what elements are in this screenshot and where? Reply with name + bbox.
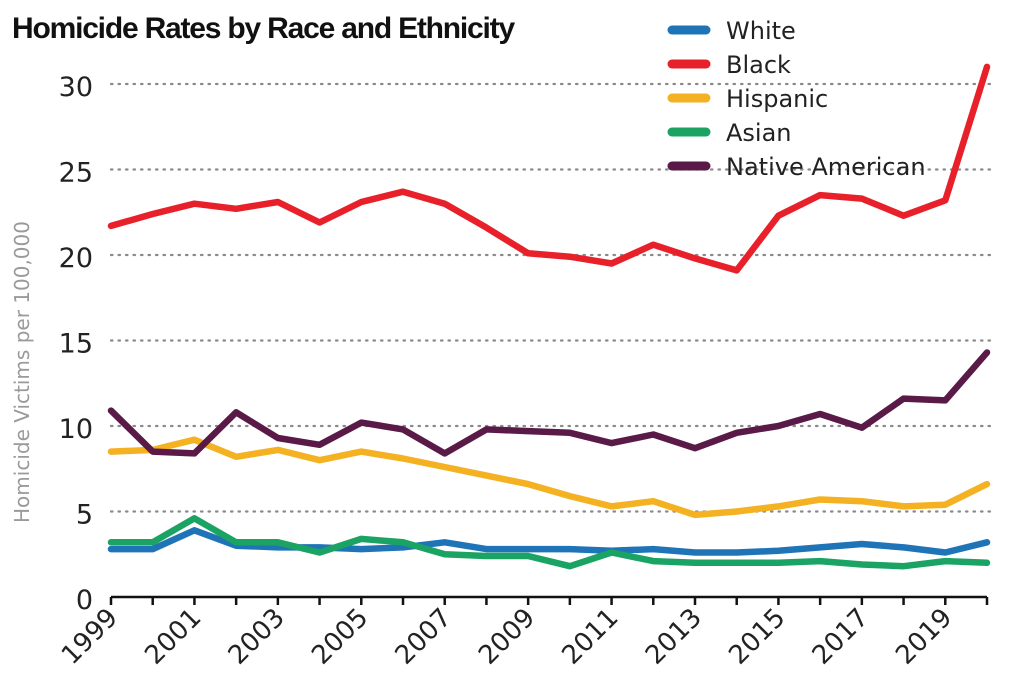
y-tick-label: 20 [59,243,93,274]
legend-label: Asian [726,119,792,147]
series-line-asian [107,515,991,570]
y-tick-label: 30 [59,72,93,103]
y-tick-label: 25 [59,158,93,189]
series-line-white [107,527,991,556]
legend-label: Black [726,51,791,79]
series-line-native-american [107,349,991,457]
x-tick-label: 2005 [306,603,374,671]
chart-title: Homicide Rates by Race and Ethnicity [12,12,515,45]
x-tick-label: 2009 [473,603,541,671]
x-tick-label: 2007 [390,603,458,671]
y-tick-label: 5 [76,500,93,531]
x-tick-label: 2001 [139,603,207,671]
legend-label: White [726,17,796,45]
x-tick-label: 2015 [723,603,791,671]
series-line-hispanic [107,436,991,519]
legend: White Black Hispanic Asian Native American [667,17,926,181]
series-line-black [107,63,991,274]
x-tick-label: 2003 [223,603,291,671]
x-tick-label: 2013 [640,603,708,671]
y-tick-label: 0 [76,585,93,616]
gridlines [109,82,992,513]
y-tick-label: 10 [59,414,93,445]
x-tick-label: 2011 [557,603,625,671]
legend-label: Native American [726,153,926,181]
data-series [107,63,991,570]
y-axis-ticks: 0 5 10 15 20 25 30 [59,72,93,616]
x-tick-label: 2017 [807,603,875,671]
x-tick-label: 2019 [890,603,958,671]
y-tick-label: 15 [59,329,93,360]
legend-label: Hispanic [726,85,828,113]
x-axis: 1999 2001 2003 2005 2007 2009 2011 2013 2015 2017… [56,595,989,671]
